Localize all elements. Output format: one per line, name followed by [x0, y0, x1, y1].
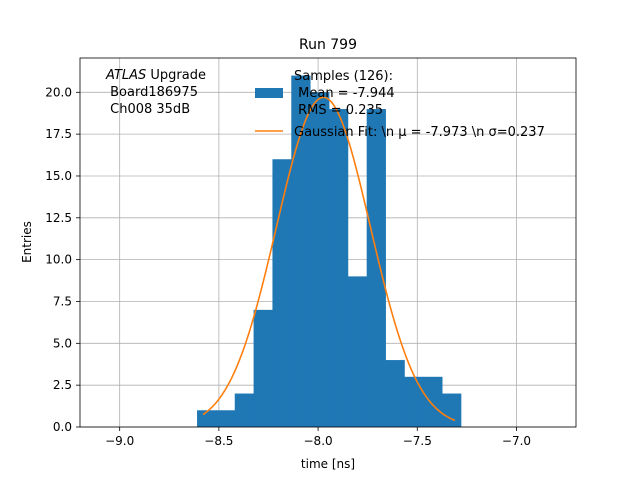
y-axis-label: Entries: [20, 221, 34, 263]
x-axis-label: time [ns]: [301, 457, 355, 471]
y-axis-ticks: 0.0 2.5 5.0 7.5 10.0 12.5 15.0 17.5 20.0: [45, 85, 80, 434]
legend-samples-swatch: [255, 88, 283, 98]
legend-samples-line-2: Mean = -7.944: [294, 86, 395, 101]
histogram-bar-2: [234, 393, 254, 427]
gaussian-fit-line: [202, 96, 456, 422]
x-tick-label-3: −7.5: [403, 434, 432, 448]
y-tick-label-6: 15.0: [45, 169, 72, 183]
annotation-atlas: ATLAS: [105, 68, 146, 83]
histogram-bar-13: [442, 393, 462, 427]
y-tick-label-4: 10.0: [45, 253, 72, 267]
histogram-bar-11: [404, 376, 424, 427]
chart-title: Run 799: [299, 37, 357, 53]
y-tick-label-0: 0.0: [53, 420, 72, 434]
histogram-bar-12: [423, 376, 443, 427]
plot-frame: [79, 57, 577, 428]
histogram-bar-9: [366, 109, 386, 427]
y-tick-label-2: 5.0: [53, 336, 72, 350]
y-tick-label-3: 7.5: [53, 294, 72, 308]
gaussian-fit-curve: [202, 96, 456, 422]
y-tick-label-7: 17.5: [45, 127, 72, 141]
histogram-bar-4: [272, 159, 292, 427]
y-tick-label-8: 20.0: [45, 85, 72, 99]
legend-fit-label: Gaussian Fit: \n μ = -7.973 \n σ=0.237: [294, 125, 545, 140]
x-tick-label-1: −8.5: [204, 434, 233, 448]
x-tick-label-4: −7.0: [502, 434, 531, 448]
y-tick-label-1: 2.5: [53, 378, 72, 392]
legend: Samples (126): Mean = -7.944 RMS = 0.235…: [255, 69, 545, 140]
atlas-annotation: ATLAS Upgrade Board186975 Ch008 35dB: [105, 68, 206, 117]
histogram-bars: [197, 75, 462, 428]
histogram-bar-5: [291, 75, 311, 428]
legend-samples-line-3: RMS = 0.235: [294, 103, 383, 118]
histogram-bar-6: [310, 92, 330, 427]
histogram-bar-1: [215, 410, 236, 427]
annotation-line-1: ATLAS Upgrade: [105, 68, 206, 83]
x-tick-label-0: −9.0: [105, 434, 134, 448]
x-axis-ticks: −9.0 −8.5 −8.0 −7.5 −7.0: [105, 427, 531, 448]
histogram-bar-8: [347, 276, 368, 427]
x-tick-label-2: −8.0: [304, 434, 333, 448]
histogram-bar-0: [197, 410, 217, 427]
histogram-bar-3: [253, 309, 273, 427]
annotation-upgrade: Upgrade: [146, 68, 206, 83]
legend-samples-line-1: Samples (126):: [294, 69, 393, 84]
y-tick-label-5: 12.5: [45, 211, 72, 225]
annotation-line-3: Ch008 35dB: [106, 102, 190, 117]
histogram-bar-7: [328, 109, 349, 427]
annotation-line-2: Board186975: [106, 85, 198, 100]
histogram-bar-10: [385, 360, 405, 427]
